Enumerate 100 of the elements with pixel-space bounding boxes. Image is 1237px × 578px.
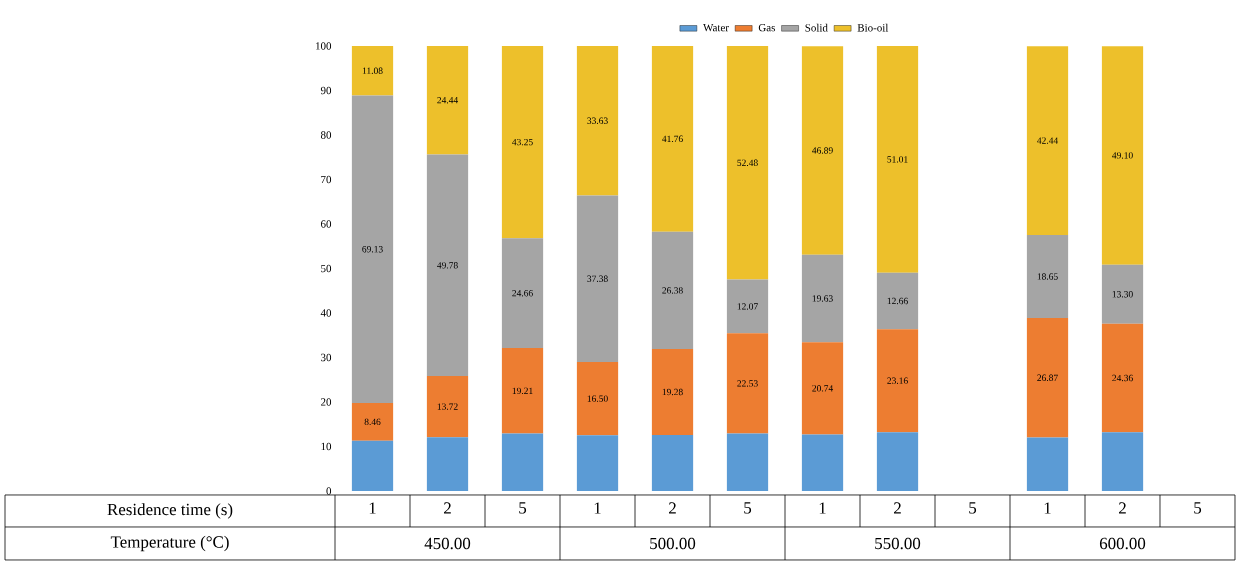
bar xyxy=(501,238,544,349)
bar xyxy=(501,433,544,491)
legend-label: Bio-oil xyxy=(857,23,889,32)
bar xyxy=(501,348,544,434)
bar xyxy=(876,272,919,330)
data-label: 22.53 xyxy=(737,380,758,387)
data-label: 43.25 xyxy=(512,138,533,146)
data-label: 26.38 xyxy=(662,287,683,294)
bar xyxy=(801,254,844,343)
bar xyxy=(1101,46,1144,265)
text: 500.00 xyxy=(650,537,696,550)
data-label: 20.74 xyxy=(812,385,834,392)
x-tick-label: 1 xyxy=(594,502,601,514)
legend-label: Gas xyxy=(758,23,775,32)
bar xyxy=(576,361,619,436)
y-tick-label: 60 xyxy=(321,220,332,228)
x-tick-label: 5 xyxy=(519,502,527,514)
x-tick-label: 1 xyxy=(1044,502,1051,514)
data-label: 23.16 xyxy=(887,377,908,384)
data-label: 49.10 xyxy=(1112,152,1133,159)
data-label: 12.66 xyxy=(887,297,908,305)
y-tick-label: 50 xyxy=(321,264,332,273)
data-label: 42.44 xyxy=(1037,137,1059,144)
bar xyxy=(876,432,919,491)
y-tick-label: 80 xyxy=(320,131,332,139)
data-label: 69.13 xyxy=(362,246,383,253)
bar xyxy=(726,433,769,491)
x-tick-label: 2 xyxy=(444,502,451,514)
bar xyxy=(1101,323,1144,433)
bar xyxy=(501,45,544,239)
bar xyxy=(801,342,844,435)
x-tick-label: 2 xyxy=(669,502,676,514)
y-tick-label: 20 xyxy=(321,398,332,406)
data-label: 19.63 xyxy=(812,295,833,302)
data-label: 19.28 xyxy=(662,388,683,396)
bar xyxy=(426,154,469,377)
data-label: 33.63 xyxy=(587,117,608,124)
data-label: 13.30 xyxy=(1112,291,1133,298)
bar xyxy=(876,329,919,433)
data-label: 11.08 xyxy=(362,67,383,74)
bar xyxy=(576,45,619,196)
data-label: 24.66 xyxy=(512,290,533,297)
bar xyxy=(801,46,844,255)
data-label: 19.21 xyxy=(512,387,533,395)
data-label: 46.89 xyxy=(812,147,833,154)
bar xyxy=(1026,437,1069,491)
y-tick-label: 10 xyxy=(321,442,332,451)
bar xyxy=(651,349,694,435)
bar xyxy=(426,376,469,438)
y-tick-label: 30 xyxy=(321,353,332,362)
data-label: 18.65 xyxy=(1037,273,1058,280)
data-label: 52.48 xyxy=(737,159,758,167)
y-tick-label: 90 xyxy=(320,86,332,95)
bar xyxy=(351,95,394,404)
bar xyxy=(726,279,769,334)
x-tick-label: 2 xyxy=(1119,502,1126,514)
bar xyxy=(351,46,394,96)
data-label: 16.50 xyxy=(587,395,608,402)
bar xyxy=(651,45,694,232)
data-label: 24.36 xyxy=(1112,374,1133,382)
x-tick-label: 1 xyxy=(369,502,376,514)
y-tick-label: 40 xyxy=(320,309,332,317)
data-label: 41.76 xyxy=(662,135,683,143)
bar xyxy=(1101,432,1144,491)
data-label: 12.07 xyxy=(737,303,758,310)
bar xyxy=(651,434,694,491)
y-tick-label: 100 xyxy=(316,42,332,50)
bar xyxy=(1026,235,1069,319)
data-label: 26.87 xyxy=(1037,374,1058,382)
legend-label: Solid xyxy=(805,23,828,32)
data-label: 13.72 xyxy=(437,403,458,410)
bar xyxy=(651,231,694,350)
bar xyxy=(576,435,619,491)
bar xyxy=(801,434,844,491)
y-tick-label: 0 xyxy=(326,487,332,495)
bar xyxy=(726,46,769,280)
data-label: 49.78 xyxy=(437,262,458,269)
bar xyxy=(426,437,469,491)
bar xyxy=(351,440,394,491)
text: Temperature (°C) xyxy=(110,535,229,552)
bar xyxy=(726,333,769,434)
bar xyxy=(426,45,469,155)
data-label: 24.44 xyxy=(437,96,459,104)
x-tick-label: 5 xyxy=(1194,502,1202,514)
text: 450.00 xyxy=(424,537,471,550)
text: Residence time (s) xyxy=(107,503,233,519)
bar xyxy=(876,45,919,273)
bar xyxy=(1026,318,1069,438)
x-tick-label: 5 xyxy=(969,502,977,514)
data-label: 8.46 xyxy=(364,418,381,426)
y-tick-label: 70 xyxy=(321,175,332,184)
text: 600.00 xyxy=(1099,537,1146,550)
data-label: 37.38 xyxy=(587,275,608,282)
bar xyxy=(1101,264,1144,324)
bar xyxy=(351,403,394,441)
x-tick-label: 5 xyxy=(744,502,752,514)
bar xyxy=(576,195,619,362)
x-tick-label: 1 xyxy=(819,502,826,514)
bar xyxy=(1026,46,1069,236)
text: 550.00 xyxy=(875,537,921,550)
